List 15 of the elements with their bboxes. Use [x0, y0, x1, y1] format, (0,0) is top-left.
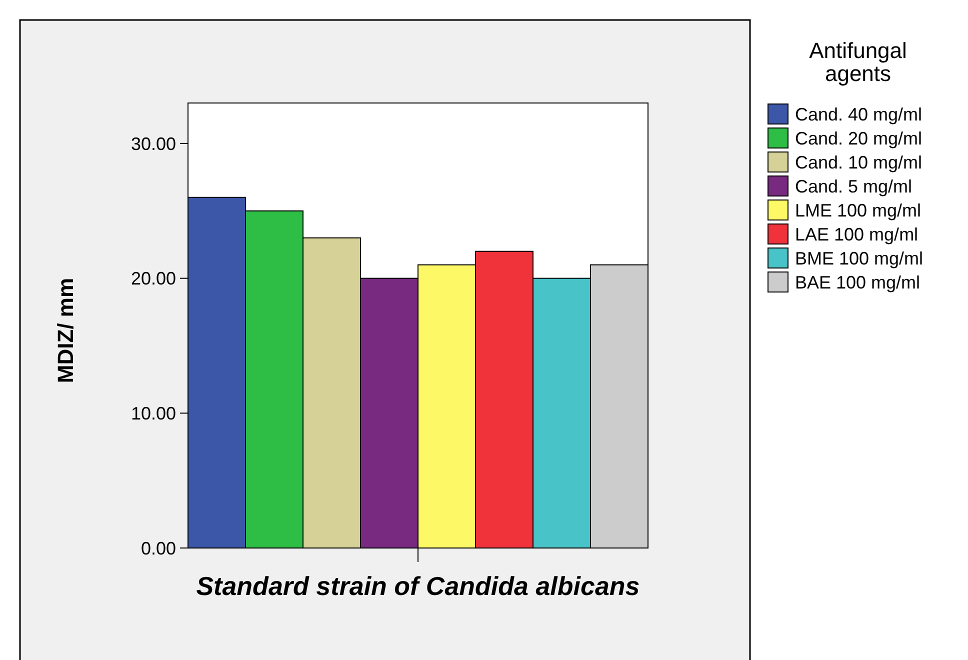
y-tick-label: 0.00 — [140, 538, 176, 558]
x-axis-title: Standard strain of Candida albicans — [196, 571, 640, 601]
legend-label: BAE 100 mg/ml — [795, 272, 920, 292]
y-tick-label: 30.00 — [130, 134, 176, 154]
legend-label: BME 100 mg/ml — [795, 248, 924, 268]
y-tick-label: 10.00 — [130, 403, 176, 424]
legend-label: Cand. 10 mg/ml — [795, 152, 922, 172]
y-axis-title: MDIZ/ mm — [53, 278, 78, 384]
legend-label: Cand. 20 mg/ml — [795, 128, 922, 148]
legend-label: Cand. 40 mg/ml — [795, 104, 922, 124]
legend-title: Antifungal agents — [809, 38, 907, 86]
legend-label: LAE 100 mg/ml — [795, 224, 918, 244]
y-tick-label: 20.00 — [130, 268, 176, 289]
legend-label: LME 100 mg/ml — [795, 200, 922, 220]
legend-label: Cand. 5 mg/ml — [795, 176, 912, 196]
